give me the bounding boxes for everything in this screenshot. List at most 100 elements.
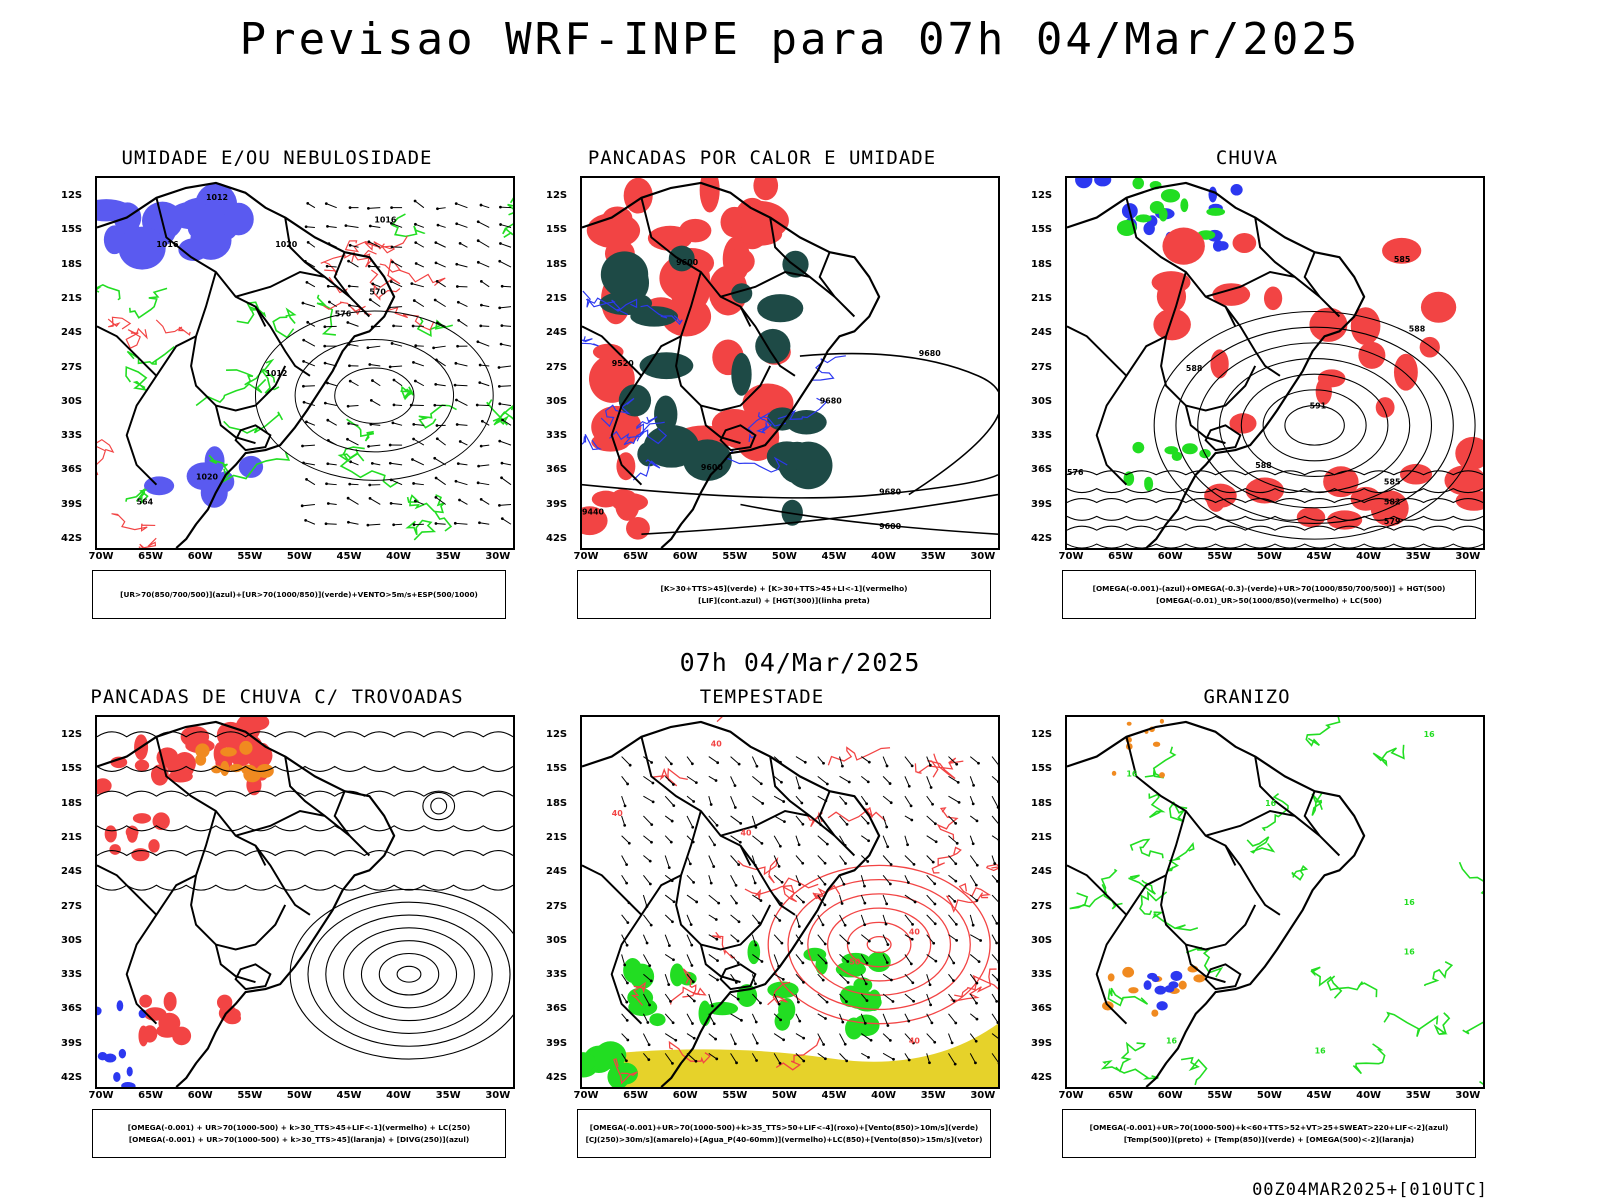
panel-title: CHUVA xyxy=(1003,147,1491,169)
wind-vector xyxy=(709,796,713,806)
latitude-tick-label: 39S xyxy=(546,1038,567,1049)
wind850-green-area xyxy=(747,940,760,964)
wind-vector xyxy=(861,935,870,943)
wind-vector xyxy=(992,757,998,768)
wind-vector xyxy=(622,836,631,845)
longitude-tick-label: 70W xyxy=(89,551,114,562)
wind-vector xyxy=(774,796,785,803)
latitude-tick-label: 21S xyxy=(61,293,82,304)
instability-teal-area xyxy=(757,294,803,322)
rain-red-area xyxy=(1358,342,1385,369)
longitude-tick-label: 45W xyxy=(1307,551,1332,562)
wind-vector xyxy=(665,757,673,766)
wind-vector xyxy=(796,776,801,789)
latitude-tick-label: 39S xyxy=(546,499,567,510)
omega-green-area xyxy=(1182,443,1198,454)
country-border xyxy=(1225,846,1279,915)
longitude-tick-label: 35W xyxy=(436,551,461,562)
contour-label: 588 xyxy=(1409,324,1426,333)
omega-orange-area xyxy=(1159,772,1165,778)
run-footer: 00Z04MAR2025+[010UTC] xyxy=(1252,1180,1488,1200)
wind-vector xyxy=(306,281,315,287)
wind-vector xyxy=(796,895,805,903)
wind-vector xyxy=(948,915,957,926)
divergence-blue-area xyxy=(127,1067,133,1077)
wind-vector xyxy=(435,261,446,267)
wind-vector xyxy=(434,383,445,386)
wind-vector xyxy=(500,343,511,346)
contour-label: 9600 xyxy=(701,463,724,472)
latitude-tick-label: 27S xyxy=(546,901,567,912)
map-frame: 1012 1016 1020 1016 1012 1020 576 570 564 xyxy=(95,176,515,550)
wind-vector xyxy=(499,242,511,247)
wind-vector xyxy=(498,366,511,369)
contour-label: 16 xyxy=(1404,947,1416,956)
wind-vector xyxy=(687,757,694,766)
wind-vector xyxy=(392,324,402,327)
contour-label: 16 xyxy=(1166,1036,1178,1045)
omega-orange-area xyxy=(1193,974,1205,982)
longitude-tick-label: 35W xyxy=(921,1090,946,1101)
wind-vector xyxy=(389,365,402,368)
wind-vector xyxy=(687,875,695,883)
wind-vector xyxy=(687,796,695,803)
panel-granizo: GRANIZO 16 16 16 16 16 16 16 12S 15S 18S 21S 24S 27S 3… xyxy=(1003,686,1491,1166)
wind-vector xyxy=(622,856,628,867)
humidity-green-contour xyxy=(408,520,435,539)
longitude-tick-label: 55W xyxy=(722,1090,747,1101)
wind-vector xyxy=(302,385,315,388)
wind-vector xyxy=(927,895,937,905)
wind-vector xyxy=(304,519,315,524)
precip-water-red-contour xyxy=(938,808,957,840)
contour-label: 9440 xyxy=(582,507,605,516)
wind-vector xyxy=(796,816,804,826)
humidity-green-contour xyxy=(97,285,120,300)
wind-vector xyxy=(478,381,489,386)
instability-red-area xyxy=(679,219,711,243)
contour-label: 588 xyxy=(1255,461,1272,470)
wind-vector xyxy=(622,796,627,807)
wind-vector xyxy=(501,285,511,288)
longitude-tick-label: 45W xyxy=(1307,1090,1332,1101)
longitude-tick-label: 35W xyxy=(1406,551,1431,562)
wind-vector xyxy=(752,836,763,845)
legend-line: [CJ(250)>30m/s](amarelo)+[Agua_P(40-60mm… xyxy=(586,1134,983,1146)
rain-red-area xyxy=(1233,233,1257,253)
wind-vector xyxy=(665,796,675,807)
wind-vector xyxy=(436,207,446,210)
wind-vector xyxy=(709,856,715,868)
storm-orange-area xyxy=(239,741,252,755)
storm-orange-area xyxy=(195,754,206,766)
latitude-tick-label: 18S xyxy=(546,798,567,809)
instability-teal-area xyxy=(601,251,648,297)
wind-vector xyxy=(883,836,889,848)
omega-blue-area xyxy=(1208,187,1217,203)
wind-vector xyxy=(367,445,380,448)
wind-vector xyxy=(349,460,358,464)
wind-vector xyxy=(687,915,693,926)
latitude-tick-label: 15S xyxy=(1031,763,1052,774)
legend-line: [OMEGA(-0.001) + UR>70(1000-500) + k>30_… xyxy=(129,1134,469,1146)
country-border xyxy=(1206,964,1241,989)
longitude-tick-label: 65W xyxy=(138,551,163,562)
wind-vector xyxy=(325,522,337,525)
wind-vector xyxy=(324,402,337,406)
storm-red-area xyxy=(109,844,121,855)
longitude-tick-label: 30W xyxy=(485,1090,510,1101)
wind-vector xyxy=(306,202,315,208)
wind-vector xyxy=(349,206,359,209)
panel-pancadas-calor: PANCADAS POR CALOR E UMIDADE 9680 9600 9680… xyxy=(518,147,1006,627)
humidity-green-contour xyxy=(508,198,513,215)
streamline xyxy=(97,851,513,856)
omega-green-area xyxy=(1172,452,1183,461)
storm-red-area xyxy=(139,995,152,1008)
wind-vector xyxy=(477,481,489,484)
contour-label: 1020 xyxy=(196,473,219,482)
rain-red-area xyxy=(1394,354,1418,391)
latitude-tick-label: 27S xyxy=(1031,362,1052,373)
humidity-green-contour xyxy=(130,288,167,317)
wind-vector xyxy=(731,757,741,766)
wind-vector xyxy=(774,935,783,945)
omega-orange-area xyxy=(1151,1009,1158,1016)
longitude-tick-label: 65W xyxy=(623,551,648,562)
